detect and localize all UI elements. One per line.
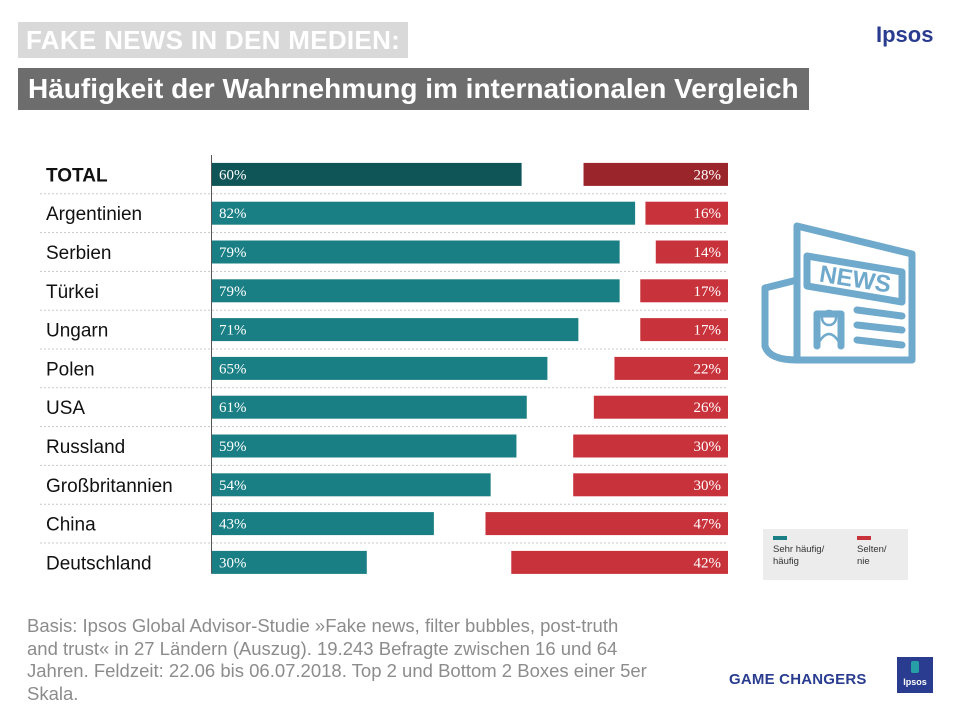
legend-label-selten: Selten/ nie bbox=[857, 544, 887, 567]
category-label-deutschland: Deutschland bbox=[46, 553, 152, 574]
legend-item-selten: Selten/ nie bbox=[857, 536, 887, 568]
category-label-total: TOTAL bbox=[46, 165, 108, 186]
bar-selten-usa bbox=[593, 395, 728, 419]
bar-haeufig-polen bbox=[212, 356, 548, 380]
legend-label-haeufig: Sehr häufig/ häufig bbox=[773, 544, 825, 567]
data-label-haeufig-serbien: 79% bbox=[219, 245, 247, 261]
bar-haeufig-china bbox=[212, 512, 434, 536]
data-label-haeufig-argentinien: 82% bbox=[219, 206, 247, 222]
data-label-selten-china: 47% bbox=[694, 517, 722, 533]
category-label-usa: USA bbox=[46, 398, 85, 419]
bar-haeufig-serbien bbox=[212, 240, 620, 264]
category-label-china: China bbox=[46, 515, 96, 536]
bar-haeufig-ungarn bbox=[212, 318, 579, 342]
category-label-serbien: Serbien bbox=[46, 243, 112, 264]
data-label-haeufig-gro-britannien: 54% bbox=[219, 478, 247, 494]
bar-selten-russland bbox=[573, 434, 728, 458]
data-label-selten-argentinien: 16% bbox=[694, 206, 722, 222]
data-label-selten-usa: 26% bbox=[694, 400, 722, 416]
category-label-polen: Polen bbox=[46, 359, 95, 380]
data-label-selten-serbien: 14% bbox=[694, 245, 722, 261]
bar-haeufig-gro-britannien bbox=[212, 473, 491, 497]
bar-selten-argentinien bbox=[645, 201, 728, 225]
bar-haeufig-argentinien bbox=[212, 201, 636, 225]
bar-selten-ungarn bbox=[640, 318, 728, 342]
data-label-selten-ungarn: 17% bbox=[694, 323, 722, 339]
bar-selten-china bbox=[485, 512, 728, 536]
category-label-ungarn: Ungarn bbox=[46, 321, 108, 342]
data-label-selten-gro-britannien: 30% bbox=[694, 478, 722, 494]
page-title: FAKE NEWS IN DEN MEDIEN: bbox=[18, 22, 409, 58]
legend-item-haeufig: Sehr häufig/ häufig bbox=[773, 536, 824, 568]
footer-tagline: GAME CHANGERS bbox=[729, 671, 867, 688]
logo-text: Ipsos bbox=[903, 677, 927, 687]
category-label-russland: Russland bbox=[46, 437, 125, 458]
bar-haeufig-russland bbox=[212, 434, 517, 458]
bar-haeufig-tu-rkei bbox=[212, 279, 620, 303]
brand-logo-text: Ipsos bbox=[876, 22, 934, 47]
chart-legend: Sehr häufig/ häufig Selten/ nie bbox=[763, 529, 908, 580]
data-label-haeufig-deutschland: 30% bbox=[219, 555, 247, 571]
bar-selten-polen bbox=[614, 356, 728, 380]
bar-selten-tu-rkei bbox=[640, 279, 728, 303]
category-label-argentinien: Argentinien bbox=[46, 204, 142, 225]
data-label-selten-deutschland: 42% bbox=[694, 555, 722, 571]
data-label-haeufig-russland: 59% bbox=[219, 439, 247, 455]
data-label-haeufig-polen: 65% bbox=[219, 361, 247, 377]
category-label-gro-britannien: Großbritannien bbox=[46, 476, 173, 497]
legend-swatch-selten bbox=[857, 536, 871, 540]
ipsos-logo: Ipsos bbox=[897, 657, 933, 693]
bar-selten-deutschland bbox=[511, 550, 728, 574]
footnote: Basis: Ipsos Global Advisor-Studie »Fake… bbox=[27, 615, 647, 704]
bar-haeufig-deutschland bbox=[212, 550, 367, 574]
data-label-haeufig-tu-rkei: 79% bbox=[219, 284, 247, 300]
newspaper-icon: NEWS bbox=[761, 222, 916, 364]
bar-selten-total bbox=[583, 162, 728, 186]
data-label-haeufig-ungarn: 71% bbox=[219, 323, 247, 339]
bar-haeufig-usa bbox=[212, 395, 527, 419]
data-label-selten-polen: 22% bbox=[694, 361, 722, 377]
data-label-selten-russland: 30% bbox=[694, 439, 722, 455]
legend-swatch-haeufig bbox=[773, 536, 787, 540]
bar-selten-serbien bbox=[655, 240, 728, 264]
data-label-selten-tu-rkei: 17% bbox=[694, 284, 722, 300]
bar-selten-gro-britannien bbox=[573, 473, 728, 497]
bar-chart: TOTAL 60% 28% Argentinien 82% 16% Serbien 79% 14… bbox=[40, 155, 728, 574]
data-label-haeufig-china: 43% bbox=[219, 517, 247, 533]
data-label-haeufig-usa: 61% bbox=[219, 400, 247, 416]
data-label-haeufig-total: 60% bbox=[219, 167, 247, 183]
data-label-selten-total: 28% bbox=[694, 167, 722, 183]
bar-haeufig-total bbox=[212, 162, 522, 186]
category-label-tu-rkei: Türkei bbox=[46, 282, 99, 303]
logo-mark-icon bbox=[911, 661, 919, 673]
page-subtitle: Häufigkeit der Wahrnehmung im internatio… bbox=[18, 68, 809, 110]
